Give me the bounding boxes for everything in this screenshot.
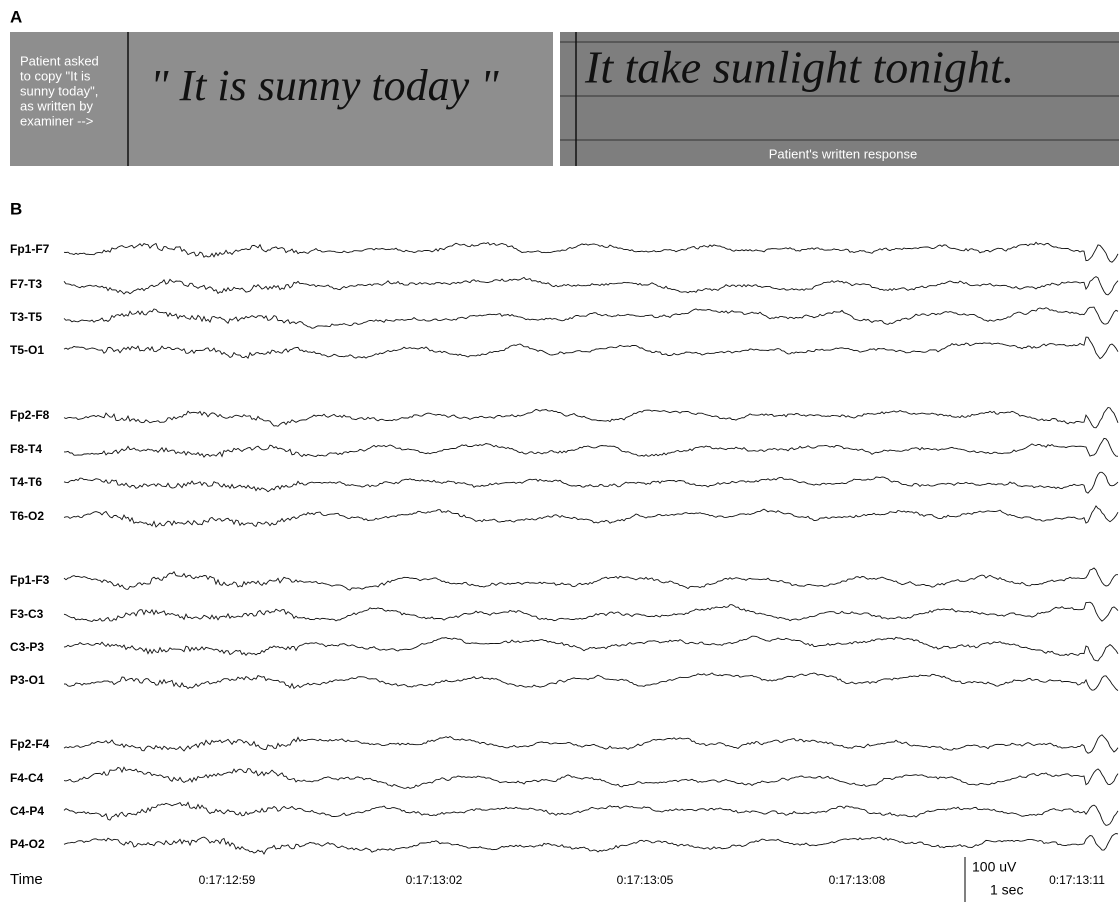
channel-label: F8-T4: [10, 442, 42, 456]
channel-label: Fp2-F4: [10, 737, 50, 751]
instruction-line: to copy "It is: [20, 68, 91, 83]
instruction-line: sunny today",: [20, 83, 98, 98]
channel-label: Fp2-F8: [10, 408, 50, 422]
eeg-trace: [63, 336, 1119, 360]
channel-label: P4-O2: [10, 837, 45, 851]
channel-label: Fp1-F7: [10, 242, 50, 256]
channel-label: F4-C4: [10, 771, 44, 785]
channel-label: F7-T3: [10, 277, 42, 291]
eeg-trace: [63, 833, 1119, 855]
eeg-trace: [63, 567, 1118, 591]
eeg-trace: [63, 734, 1119, 754]
eeg-trace: [63, 505, 1119, 528]
eeg-trace: [63, 406, 1119, 429]
time-tick-label: 0:17:13:08: [829, 873, 886, 887]
instruction-line: as written by: [20, 98, 93, 113]
instruction-line: examiner -->: [20, 113, 93, 128]
channel-label: F3-C3: [10, 607, 44, 621]
time-label: Time: [10, 871, 43, 888]
eeg-trace: [63, 635, 1119, 662]
channel-label: C4-P4: [10, 804, 44, 818]
eeg-traces: Fp1-F7 F7-T3 T3-T5 T5-O1 Fp2-F8 F8-T4 T4-T6 T6-…: [10, 241, 1119, 855]
scale-amplitude: 100 uV: [972, 859, 1017, 875]
eeg-trace: [63, 601, 1119, 623]
examiner-photo: [10, 32, 553, 166]
eeg-trace: [63, 672, 1119, 691]
patient-writing: It take sunlight tonight.: [584, 42, 1014, 93]
eeg-trace: [63, 766, 1119, 789]
scale-time: 1 sec: [990, 882, 1023, 898]
channel-label: T5-O1: [10, 343, 44, 357]
eeg-trace: [63, 276, 1119, 296]
examiner-writing: " It is sunny today ": [150, 61, 499, 110]
channel-label: T4-T6: [10, 475, 42, 489]
panel-label: A: [10, 7, 22, 26]
channel-label: C3-P3: [10, 640, 44, 654]
channel-label: P3-O1: [10, 673, 45, 687]
eeg-trace: [64, 437, 1119, 458]
panel-label: B: [10, 199, 22, 218]
eeg-trace: [63, 306, 1119, 329]
channel-label: T6-O2: [10, 509, 44, 523]
response-caption: Patient's written response: [769, 146, 917, 161]
ruled-lines: [560, 32, 1119, 166]
eeg-trace: [63, 471, 1119, 494]
eeg-trace: [63, 801, 1119, 826]
patient-photo: [560, 32, 1119, 166]
time-tick-label: 0:17:12:59: [199, 873, 256, 887]
time-tick-label: 0:17:13:05: [617, 873, 674, 887]
channel-label: Fp1-F3: [10, 573, 50, 587]
time-tick-label: 0:17:13:02: [406, 873, 463, 887]
time-tick-label: 0:17:13:11: [1049, 873, 1105, 887]
instruction-line: Patient asked: [20, 53, 99, 68]
channel-label: T3-T5: [10, 310, 42, 324]
eeg-trace: [63, 241, 1119, 263]
